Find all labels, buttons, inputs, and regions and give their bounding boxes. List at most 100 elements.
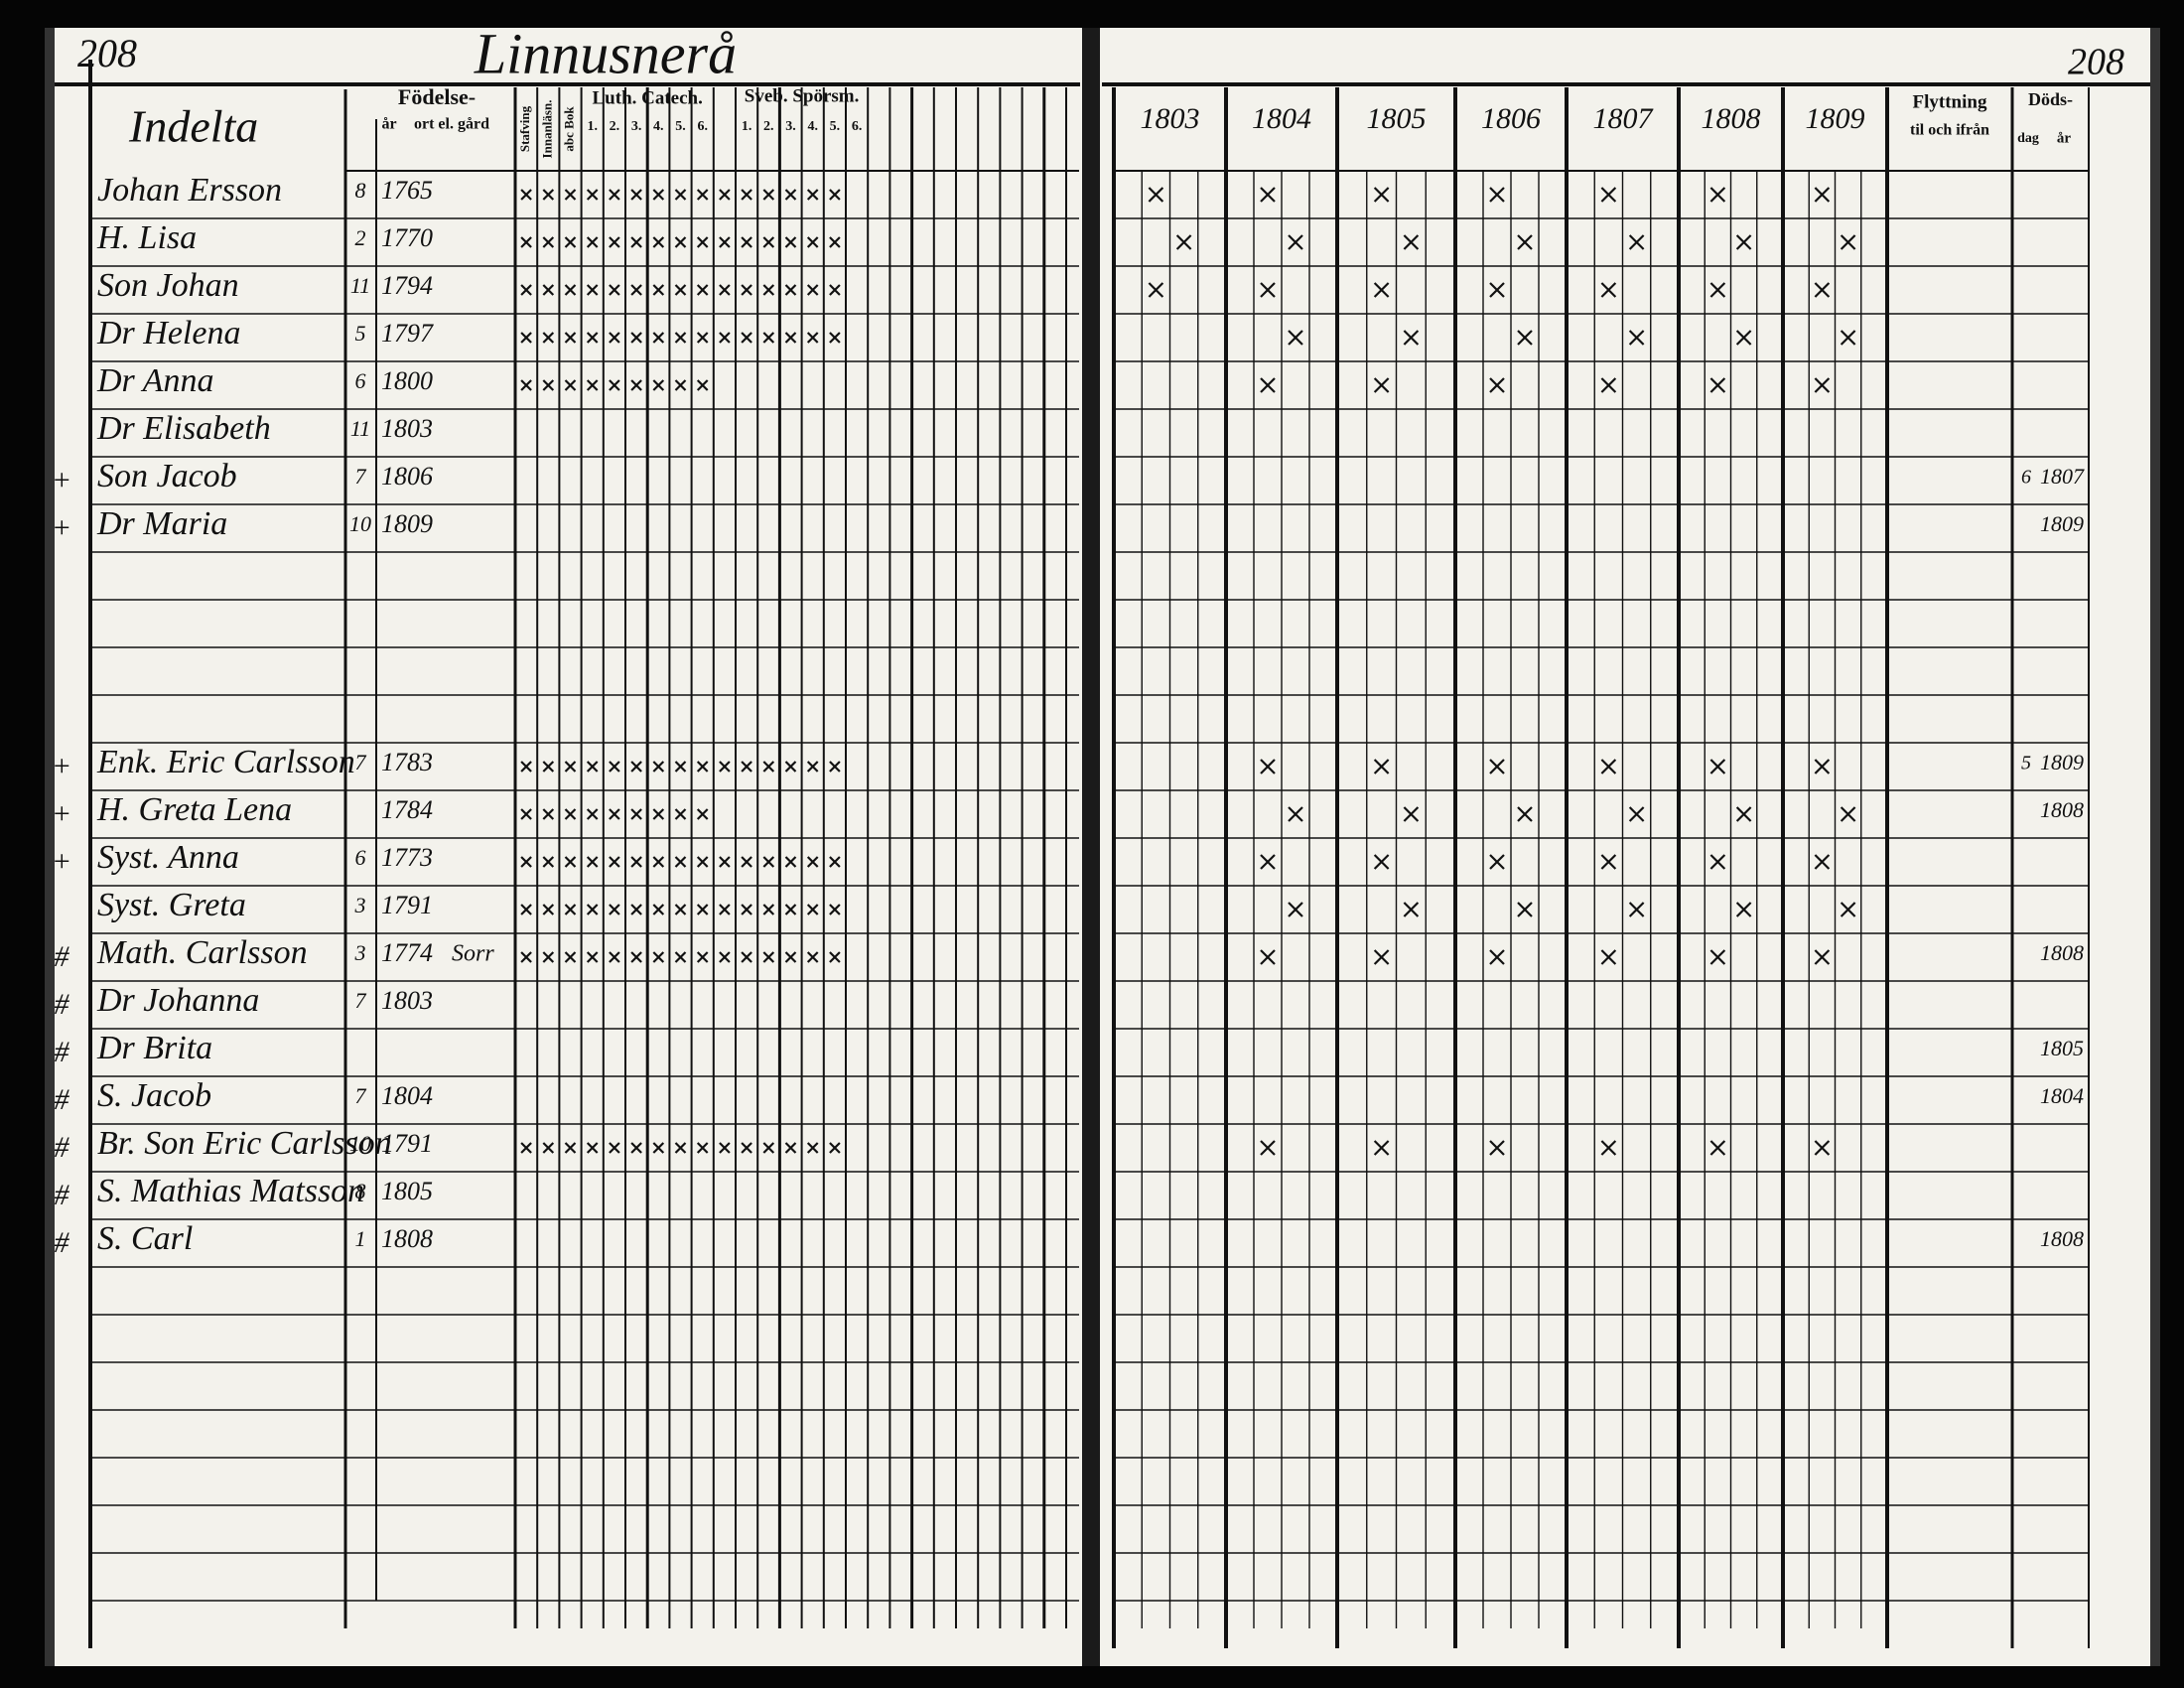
tick-cross (674, 951, 687, 963)
birth-year: 1774 (381, 938, 433, 967)
tick-cross (674, 808, 687, 820)
tick-cross (652, 808, 665, 820)
tick-cross (1288, 806, 1303, 822)
tick-cross (762, 189, 775, 201)
catechism-part: 6. (697, 119, 708, 134)
catechism-part: 4. (653, 119, 664, 134)
tick-cross (1489, 282, 1505, 298)
birth-day: 8 (355, 178, 366, 203)
tick-cross (520, 951, 532, 963)
tick-cross (564, 284, 577, 296)
gutter (1082, 28, 1100, 1666)
death-year: 1805 (2040, 1036, 2084, 1060)
tick-cross (1709, 949, 1726, 965)
tick-cross (1489, 854, 1505, 870)
tick-cross (806, 236, 819, 248)
tick-cross (542, 379, 555, 391)
tick-cross (784, 236, 797, 248)
tick-cross (806, 284, 819, 296)
birth-year: 1803 (381, 414, 433, 443)
birth-year: 1800 (381, 366, 433, 395)
tick-cross (741, 904, 752, 915)
moving-heading: til och ifrån (1910, 122, 1989, 139)
tick-cross (1517, 330, 1533, 346)
tick-cross (674, 904, 687, 915)
tick-cross (829, 1142, 841, 1154)
tick-cross (762, 856, 775, 868)
tick-cross (564, 236, 577, 248)
tick-cross (1260, 282, 1276, 298)
tick-cross (1517, 234, 1533, 250)
tick-cross (542, 904, 555, 915)
person-name: S. Carl (97, 1220, 193, 1257)
tick-cross (1403, 902, 1420, 917)
moving-heading: Flyttning (1913, 91, 1987, 112)
tick-cross (1814, 854, 1831, 870)
tick-cross (520, 236, 532, 248)
tick-cross (762, 904, 775, 915)
tick-cross (1260, 187, 1276, 203)
tick-cross (520, 856, 532, 868)
tick-cross (1373, 854, 1390, 870)
tick-cross (1628, 806, 1645, 822)
tick-cross (1373, 759, 1390, 774)
tick-cross (719, 236, 731, 248)
tick-cross (564, 189, 577, 201)
birth-year: 1797 (381, 319, 434, 348)
birth-year: 1783 (381, 748, 433, 776)
right-page (1100, 28, 2160, 1666)
tick-cross (829, 904, 841, 915)
tick-cross (586, 332, 599, 344)
birth-day: 1 (355, 1226, 366, 1251)
birth-year: 1784 (381, 795, 433, 824)
tick-cross (1735, 330, 1752, 346)
birth-day: 10 (349, 511, 371, 536)
row-mark: + (52, 797, 71, 830)
tick-cross (719, 332, 731, 344)
tick-cross (1175, 234, 1192, 250)
tick-cross (564, 332, 577, 344)
tick-cross (741, 1142, 752, 1154)
catechism-heading: Luth. Catech. (593, 87, 703, 108)
tick-cross (784, 761, 797, 773)
person-name: Son Jacob (97, 458, 237, 494)
year-heading: 1805 (1367, 102, 1427, 135)
tick-cross (1600, 377, 1617, 393)
person-name: Math. Carlsson (96, 934, 308, 971)
row-mark: + (52, 845, 71, 878)
tick-cross (586, 236, 599, 248)
death-day-heading: dag (2017, 131, 2039, 146)
person-name: Dr Johanna (96, 982, 259, 1019)
death-day: 5 (2021, 753, 2031, 774)
tick-cross (652, 761, 665, 773)
tick-cross (696, 951, 709, 963)
tick-cross (1600, 759, 1617, 774)
question-part: 2. (763, 119, 774, 134)
tick-cross (806, 856, 819, 868)
tick-cross (784, 904, 797, 915)
tick-cross (609, 284, 620, 296)
birth-year-heading: år (381, 116, 396, 133)
tick-cross (1373, 949, 1390, 965)
death-heading: Döds- (2028, 89, 2073, 109)
birth-day: 6 (355, 845, 366, 870)
birth-place-heading: ort el. gård (414, 116, 489, 133)
tick-cross (829, 332, 841, 344)
birth-day: 3 (354, 893, 366, 917)
tick-cross (542, 332, 555, 344)
birth-year: 1770 (381, 223, 433, 252)
tick-cross (719, 856, 731, 868)
tick-cross (609, 379, 620, 391)
tick-cross (586, 856, 599, 868)
death-year: 1808 (2040, 1226, 2084, 1251)
tick-cross (609, 236, 620, 248)
tick-cross (762, 1142, 775, 1154)
birth-year: 1806 (381, 462, 433, 491)
tick-cross (696, 808, 709, 820)
tick-cross (520, 904, 532, 915)
person-name: Syst. Anna (97, 839, 239, 876)
question-part: 6. (852, 119, 863, 134)
tick-cross (696, 1142, 709, 1154)
tick-cross (829, 284, 841, 296)
